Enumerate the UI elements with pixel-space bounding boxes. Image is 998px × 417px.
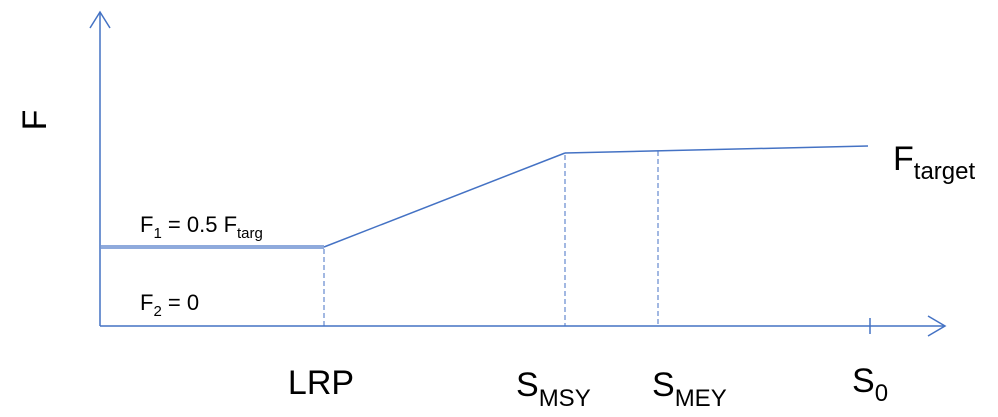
f1-label: F1 = 0.5 Ftarg bbox=[140, 212, 263, 242]
smey-label: SMEY bbox=[652, 366, 727, 412]
lrp-label: LRP bbox=[288, 364, 354, 402]
y-axis-label: F bbox=[16, 110, 54, 131]
f2-label: F2 = 0 bbox=[140, 290, 199, 320]
s0-label: S0 bbox=[852, 362, 888, 407]
x-axis-arrowhead bbox=[927, 315, 947, 337]
ramp-line bbox=[323, 152, 566, 248]
f-target-line bbox=[564, 145, 869, 154]
y-axis-arrowhead bbox=[89, 10, 111, 29]
f-target-label: Ftarget bbox=[893, 140, 975, 185]
smsy-label: SMSY bbox=[516, 366, 591, 412]
